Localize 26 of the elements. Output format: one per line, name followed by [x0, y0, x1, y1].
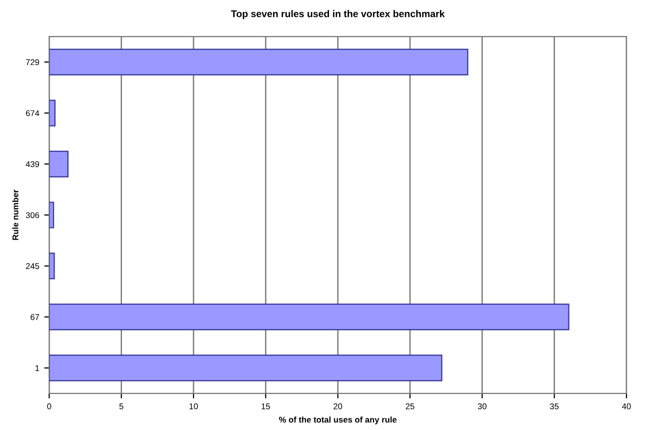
- bar: [49, 252, 55, 280]
- bar: [49, 354, 442, 382]
- x-tick-label: 30: [478, 403, 486, 410]
- y-tick-label: 1: [35, 365, 40, 371]
- y-tick-label: 729: [26, 59, 40, 66]
- x-tick-label: 25: [406, 403, 414, 410]
- x-tick-label: 0: [47, 403, 52, 410]
- y-axis-title: Rule number: [12, 190, 18, 240]
- x-tick-label: 10: [190, 403, 198, 410]
- bar: [49, 202, 54, 228]
- x-tick-label: 15: [262, 403, 270, 410]
- x-tick-label: 5: [119, 403, 124, 410]
- bar: [49, 100, 56, 126]
- y-tick-label: 67: [30, 314, 40, 320]
- bar: [49, 304, 570, 330]
- x-axis-title: % of the total uses of any rule: [279, 416, 397, 424]
- x-tick-label: 20: [334, 403, 342, 410]
- bar: [49, 48, 468, 76]
- x-tick-label: 40: [622, 403, 631, 410]
- y-tick-label: 306: [26, 212, 40, 218]
- y-tick-label: 674: [26, 110, 40, 116]
- bar: [49, 150, 69, 178]
- y-tick-label: 245: [26, 263, 40, 270]
- chart-title: Top seven rules used in the vortex benchmark: [231, 10, 445, 20]
- x-tick-label: 35: [550, 403, 559, 410]
- y-tick-label: 439: [26, 161, 40, 168]
